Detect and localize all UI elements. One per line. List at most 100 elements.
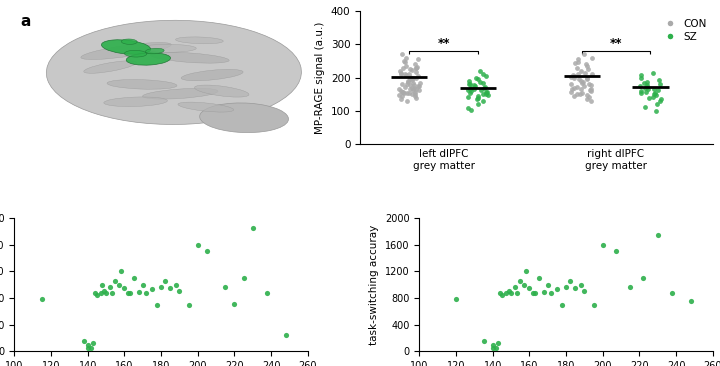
Point — [557, 302, 568, 307]
Point — [520, 268, 531, 274]
Point — [399, 84, 410, 90]
Point — [410, 69, 422, 75]
Point — [582, 97, 593, 102]
Point — [575, 78, 587, 84]
Point — [88, 340, 99, 346]
Point — [398, 58, 410, 64]
Legend: CON, SZ: CON, SZ — [655, 15, 711, 46]
Point — [400, 72, 411, 78]
Point — [472, 93, 484, 99]
Point — [586, 55, 598, 61]
Point — [575, 282, 587, 288]
Point — [109, 279, 121, 284]
Point — [406, 78, 418, 83]
Point — [410, 95, 422, 101]
Point — [571, 91, 582, 97]
Point — [408, 82, 420, 88]
Point — [95, 290, 107, 296]
Point — [407, 92, 418, 97]
Point — [170, 282, 181, 288]
Ellipse shape — [194, 85, 249, 97]
Point — [533, 275, 544, 281]
Point — [572, 56, 584, 62]
Point — [566, 86, 577, 92]
Point — [407, 75, 418, 81]
Point — [651, 93, 662, 98]
Point — [406, 67, 418, 73]
Point — [406, 86, 418, 92]
Point — [640, 89, 652, 95]
Point — [478, 339, 490, 344]
Point — [529, 290, 541, 296]
Point — [462, 94, 474, 100]
Point — [78, 339, 90, 344]
Ellipse shape — [143, 88, 218, 99]
Point — [165, 285, 176, 291]
Point — [393, 92, 405, 98]
Point — [546, 290, 557, 296]
Point — [401, 90, 413, 96]
Point — [238, 275, 249, 281]
Point — [477, 98, 489, 104]
Point — [406, 75, 418, 81]
Point — [585, 98, 597, 104]
Point — [567, 72, 579, 78]
Point — [146, 286, 158, 292]
Point — [487, 342, 498, 348]
Point — [480, 73, 492, 79]
Point — [471, 97, 482, 102]
Point — [140, 290, 152, 296]
Point — [450, 296, 462, 302]
Point — [113, 282, 125, 288]
Point — [624, 284, 636, 290]
Point — [569, 75, 580, 81]
Point — [464, 82, 476, 87]
Point — [505, 290, 517, 296]
Point — [409, 89, 420, 95]
Point — [667, 290, 678, 296]
Ellipse shape — [178, 102, 233, 112]
Point — [639, 85, 651, 91]
Point — [648, 92, 660, 97]
Point — [523, 285, 535, 291]
Point — [414, 80, 426, 86]
Point — [496, 292, 508, 298]
Point — [183, 302, 194, 307]
Point — [581, 63, 593, 69]
Point — [568, 73, 580, 79]
Point — [642, 82, 653, 88]
Point — [465, 86, 477, 92]
Ellipse shape — [107, 79, 177, 89]
Point — [152, 302, 163, 307]
Point — [404, 74, 415, 80]
Point — [477, 80, 489, 86]
Point — [408, 80, 419, 86]
Point — [586, 71, 598, 76]
Point — [490, 345, 502, 351]
Point — [124, 290, 135, 296]
Point — [86, 345, 97, 351]
Point — [174, 288, 185, 294]
Point — [410, 66, 422, 71]
Point — [280, 332, 292, 337]
Point — [462, 105, 474, 111]
Point — [685, 298, 696, 304]
Point — [574, 76, 585, 82]
Point — [576, 80, 588, 86]
Point — [262, 290, 274, 296]
Point — [585, 82, 597, 88]
Point — [477, 71, 489, 77]
Point — [156, 284, 167, 290]
Point — [472, 101, 483, 107]
Point — [394, 68, 405, 74]
Point — [597, 242, 608, 247]
Point — [464, 90, 476, 96]
Point — [575, 68, 587, 74]
Ellipse shape — [104, 97, 168, 107]
Point — [410, 75, 422, 81]
Point — [229, 301, 240, 307]
Point — [652, 101, 663, 107]
Point — [635, 90, 647, 96]
Point — [413, 87, 425, 93]
Point — [635, 75, 647, 81]
